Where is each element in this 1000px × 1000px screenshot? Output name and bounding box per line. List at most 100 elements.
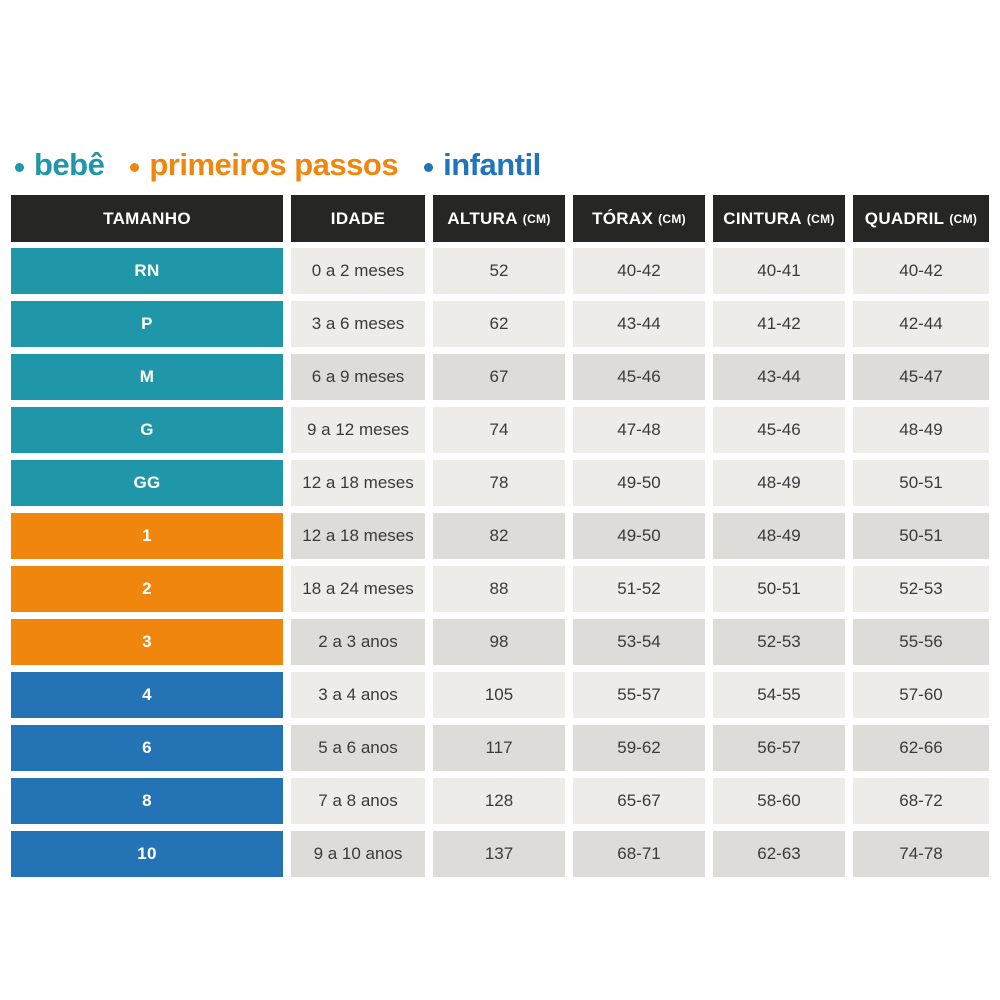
cintura-cell: 48-49 [713, 513, 845, 559]
table-body: RN 0 a 2 meses 52 40-42 40-41 40-42 P 3 a 6 mes… [11, 248, 989, 877]
size-cell-rn: RN [11, 248, 283, 294]
legend-item-primeiros-passos: primeiros passos [130, 147, 399, 183]
cintura-cell: 54-55 [713, 672, 845, 718]
quadril-cell: 57-60 [853, 672, 989, 718]
cintura-cell: 52-53 [713, 619, 845, 665]
torax-cell: 49-50 [573, 513, 705, 559]
size-table: TAMANHO IDADE ALTURA (CM) TÓRAX (CM) CIN… [11, 195, 989, 877]
size-chart-page: bebê primeiros passos infantil TAMANHO I… [11, 147, 989, 877]
size-cell-2: 2 [11, 566, 283, 612]
table-header-row: TAMANHO IDADE ALTURA (CM) TÓRAX (CM) CIN… [11, 195, 989, 242]
column-header-label: QUADRIL [864, 208, 945, 228]
quadril-cell: 40-42 [853, 248, 989, 294]
quadril-cell: 45-47 [853, 354, 989, 400]
column-header-label: TÓRAX [592, 208, 654, 228]
column-header-label: CINTURA [723, 208, 802, 228]
size-cell-m: M [11, 354, 283, 400]
size-cell-10: 10 [11, 831, 283, 877]
quadril-cell: 50-51 [853, 513, 989, 559]
table-row: 2 18 a 24 meses 88 51-52 50-51 52-53 [11, 566, 989, 612]
size-cell-8: 8 [11, 778, 283, 824]
idade-cell: 9 a 12 meses [291, 407, 425, 453]
legend-item-bebe: bebê [15, 147, 105, 183]
table-row: 10 9 a 10 anos 137 68-71 62-63 74-78 [11, 831, 989, 877]
altura-cell: 98 [433, 619, 565, 665]
size-cell-4: 4 [11, 672, 283, 718]
column-header-unit: (CM) [522, 211, 551, 226]
altura-cell: 128 [433, 778, 565, 824]
size-cell-1: 1 [11, 513, 283, 559]
idade-cell: 3 a 6 meses [291, 301, 425, 347]
idade-cell: 6 a 9 meses [291, 354, 425, 400]
size-cell-gg: GG [11, 460, 283, 506]
size-cell-3: 3 [11, 619, 283, 665]
idade-cell: 9 a 10 anos [291, 831, 425, 877]
cintura-cell: 56-57 [713, 725, 845, 771]
column-header-unit: (CM) [806, 211, 835, 226]
column-header-unit: (CM) [658, 211, 686, 226]
altura-cell: 62 [433, 301, 565, 347]
quadril-cell: 74-78 [853, 831, 989, 877]
legend-label: bebê [34, 147, 105, 182]
idade-cell: 18 a 24 meses [291, 566, 425, 612]
table-row: GG 12 a 18 meses 78 49-50 48-49 50-51 [11, 460, 989, 506]
torax-cell: 51-52 [573, 566, 705, 612]
idade-cell: 2 a 3 anos [291, 619, 425, 665]
torax-cell: 68-71 [573, 831, 705, 877]
quadril-cell: 55-56 [853, 619, 989, 665]
torax-cell: 65-67 [573, 778, 705, 824]
cintura-cell: 40-41 [713, 248, 845, 294]
altura-cell: 74 [433, 407, 565, 453]
size-cell-6: 6 [11, 725, 283, 771]
altura-cell: 137 [433, 831, 565, 877]
table-row: RN 0 a 2 meses 52 40-42 40-41 40-42 [11, 248, 989, 294]
torax-cell: 40-42 [573, 248, 705, 294]
quadril-cell: 48-49 [853, 407, 989, 453]
idade-cell: 0 a 2 meses [291, 248, 425, 294]
size-cell-g: G [11, 407, 283, 453]
column-header-quadril: QUADRIL (CM) [853, 195, 989, 242]
bullet-icon [15, 162, 24, 172]
bullet-icon [424, 162, 434, 172]
cintura-cell: 48-49 [713, 460, 845, 506]
column-header-idade: IDADE [291, 195, 425, 242]
altura-cell: 67 [433, 354, 565, 400]
quadril-cell: 42-44 [853, 301, 989, 347]
torax-cell: 53-54 [573, 619, 705, 665]
column-header-label: TAMANHO [103, 208, 191, 228]
torax-cell: 47-48 [573, 407, 705, 453]
quadril-cell: 62-66 [853, 725, 989, 771]
torax-cell: 49-50 [573, 460, 705, 506]
torax-cell: 55-57 [573, 672, 705, 718]
column-header-altura: ALTURA (CM) [433, 195, 565, 242]
quadril-cell: 52-53 [853, 566, 989, 612]
idade-cell: 5 a 6 anos [291, 725, 425, 771]
altura-cell: 88 [433, 566, 565, 612]
legend-label: infantil [443, 147, 541, 182]
size-cell-p: P [11, 301, 283, 347]
altura-cell: 82 [433, 513, 565, 559]
idade-cell: 12 a 18 meses [291, 513, 425, 559]
cintura-cell: 43-44 [713, 354, 845, 400]
torax-cell: 59-62 [573, 725, 705, 771]
altura-cell: 117 [433, 725, 565, 771]
cintura-cell: 58-60 [713, 778, 845, 824]
table-row: 1 12 a 18 meses 82 49-50 48-49 50-51 [11, 513, 989, 559]
column-header-label: IDADE [330, 208, 386, 228]
altura-cell: 105 [433, 672, 565, 718]
altura-cell: 52 [433, 248, 565, 294]
bullet-icon [130, 162, 140, 172]
torax-cell: 43-44 [573, 301, 705, 347]
column-header-cintura: CINTURA (CM) [713, 195, 845, 242]
column-header-label: ALTURA [447, 208, 518, 228]
cintura-cell: 50-51 [713, 566, 845, 612]
idade-cell: 3 a 4 anos [291, 672, 425, 718]
column-header-unit: (CM) [949, 211, 978, 226]
cintura-cell: 41-42 [713, 301, 845, 347]
